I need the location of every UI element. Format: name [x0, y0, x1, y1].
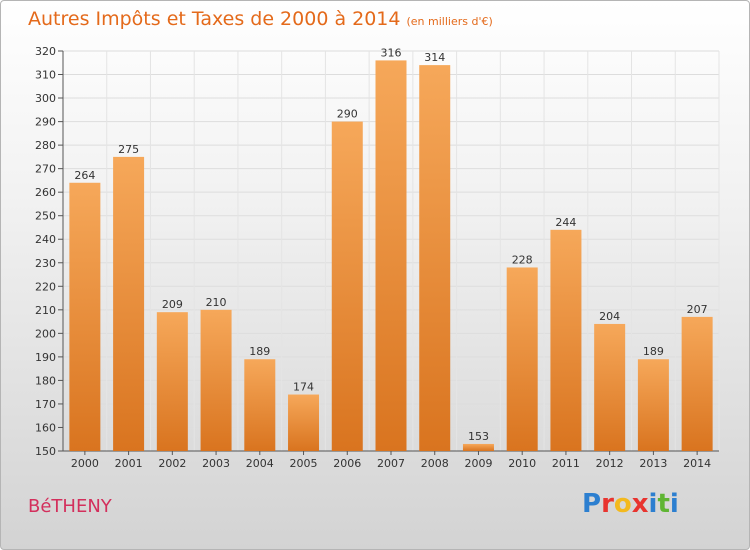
bar-2010: [506, 267, 538, 451]
x-tick-label: 2000: [71, 457, 99, 470]
logo-letter: i: [648, 489, 658, 519]
bar-2013: [637, 359, 669, 451]
bar-2004: [244, 359, 276, 451]
x-tick-label: 2005: [290, 457, 318, 470]
bar-2000: [69, 182, 101, 451]
bar-2009: [462, 443, 494, 451]
x-tick-label: 2010: [508, 457, 536, 470]
y-tick-label: 210: [35, 304, 56, 317]
x-tick-label: 2009: [464, 457, 492, 470]
data-label: 290: [337, 108, 358, 121]
bar-2003: [200, 309, 232, 451]
logo-letter: P: [582, 489, 602, 519]
y-tick-label: 300: [35, 92, 56, 105]
proxiti-logo: Proxiti: [582, 489, 679, 519]
y-tick-label: 190: [35, 351, 56, 364]
x-tick-label: 2014: [683, 457, 711, 470]
x-tick-label: 2003: [202, 457, 230, 470]
data-label: 275: [118, 143, 139, 156]
data-label: 316: [381, 46, 402, 59]
y-tick-label: 320: [35, 45, 56, 58]
y-tick-label: 310: [35, 69, 56, 82]
bar-2011: [550, 229, 582, 451]
y-tick-label: 290: [35, 116, 56, 129]
x-tick-label: 2013: [639, 457, 667, 470]
logo-letter: i: [669, 489, 679, 519]
data-label: 264: [74, 169, 95, 182]
y-tick-label: 180: [35, 374, 56, 387]
y-tick-label: 270: [35, 163, 56, 176]
y-tick-label: 150: [35, 445, 56, 458]
x-tick-label: 2004: [246, 457, 274, 470]
data-label: 210: [206, 296, 227, 309]
chart-title-text: Autres Impôts et Taxes de 2000 à 2014: [28, 8, 401, 30]
y-tick-label: 280: [35, 139, 56, 152]
y-tick-label: 260: [35, 186, 56, 199]
x-tick-label: 2007: [377, 457, 405, 470]
logo-letter: x: [631, 489, 649, 519]
bar-2014: [681, 316, 713, 451]
data-label: 174: [293, 381, 314, 394]
data-label: 204: [599, 310, 620, 323]
data-label: 209: [162, 298, 183, 311]
y-tick-label: 250: [35, 210, 56, 223]
logo-letter: r: [601, 489, 614, 519]
chart-title: Autres Impôts et Taxes de 2000 à 2014 (en…: [28, 8, 493, 30]
x-tick-label: 2011: [552, 457, 580, 470]
chart-unit: (en milliers d'€): [406, 15, 493, 28]
data-label: 244: [555, 216, 576, 229]
data-label: 207: [687, 303, 708, 316]
x-tick-label: 2001: [115, 457, 143, 470]
x-tick-label: 2008: [421, 457, 449, 470]
bar-2012: [594, 323, 626, 451]
bar-2002: [156, 312, 188, 451]
y-tick-label: 240: [35, 233, 56, 246]
data-label: 189: [249, 345, 270, 358]
x-tick-label: 2002: [158, 457, 186, 470]
data-label: 153: [468, 430, 489, 443]
y-tick-label: 160: [35, 421, 56, 434]
x-tick-label: 2012: [596, 457, 624, 470]
bar-2008: [419, 65, 451, 451]
y-tick-label: 170: [35, 398, 56, 411]
y-tick-label: 200: [35, 327, 56, 340]
bar-2001: [113, 156, 145, 451]
logo-letter: o: [613, 489, 632, 519]
bar-2005: [288, 394, 320, 451]
data-label: 228: [512, 253, 533, 266]
logo-letter: t: [657, 489, 670, 519]
y-tick-label: 230: [35, 257, 56, 270]
data-label: 314: [424, 51, 445, 64]
bar-2007: [375, 60, 407, 451]
y-tick-label: 220: [35, 280, 56, 293]
commune-name: BéTHENY: [28, 496, 112, 517]
data-label: 189: [643, 345, 664, 358]
bar-2006: [331, 121, 363, 452]
x-tick-label: 2006: [333, 457, 361, 470]
